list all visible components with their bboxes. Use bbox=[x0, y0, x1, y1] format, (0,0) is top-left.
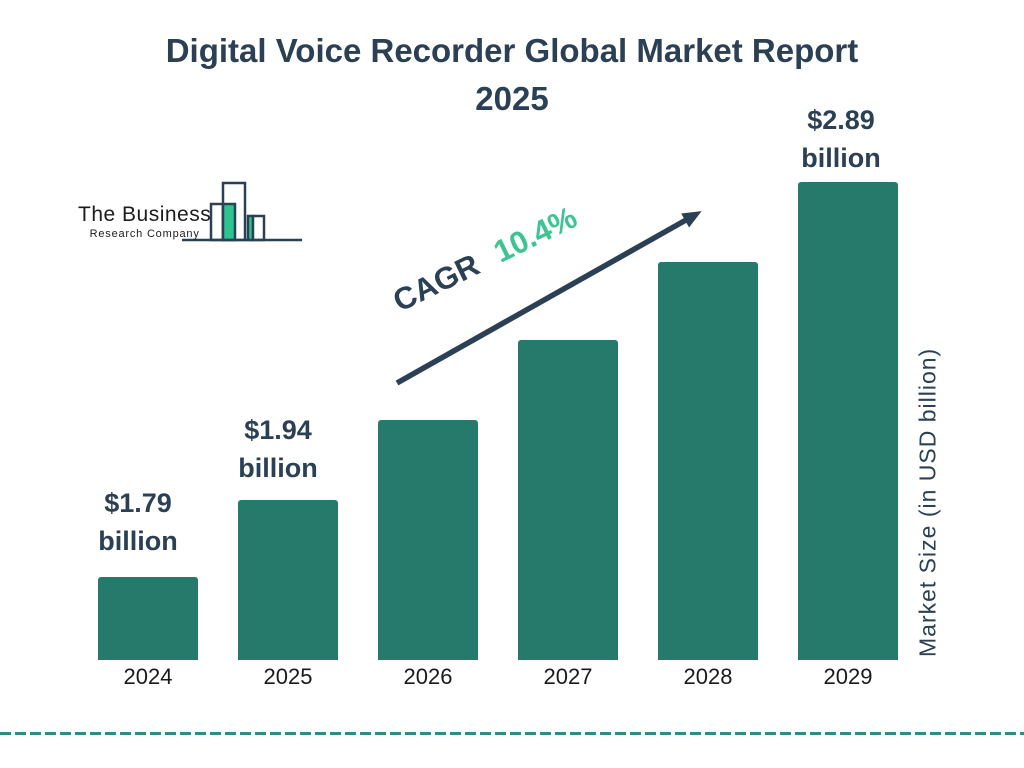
y-axis-label: Market Size (in USD billion) bbox=[914, 347, 941, 658]
value-2025-amount: $1.94 bbox=[244, 415, 312, 445]
bar-2029 bbox=[798, 182, 898, 660]
bar-2025 bbox=[238, 500, 338, 660]
bar-2028 bbox=[658, 262, 758, 660]
value-2029-unit: billion bbox=[801, 143, 881, 173]
x-tick-2029: 2029 bbox=[823, 664, 873, 689]
chart-title-line1: Digital Voice Recorder Global Market Rep… bbox=[165, 32, 859, 69]
value-2024-unit: billion bbox=[98, 526, 178, 556]
bar-group-2027: 2027 bbox=[518, 0, 618, 768]
bar-2027 bbox=[518, 340, 618, 660]
chart-title-line2: 2025 bbox=[475, 80, 549, 117]
bar-2024 bbox=[98, 577, 198, 660]
company-subname: Research Company bbox=[89, 228, 200, 240]
logo-bar-chart-icon bbox=[182, 178, 303, 242]
value-label-2024: $1.79 billion bbox=[63, 484, 213, 560]
bottom-dashed-divider bbox=[0, 732, 1024, 735]
x-tick-2028: 2028 bbox=[683, 664, 733, 689]
bar-2026 bbox=[378, 420, 478, 660]
value-2025-unit: billion bbox=[238, 453, 318, 483]
company-name: The Business bbox=[78, 203, 212, 226]
company-logo-text: The Business Research Company bbox=[78, 203, 211, 242]
bar-group-2025: 2025 bbox=[238, 0, 338, 768]
x-tick-2026: 2026 bbox=[403, 664, 453, 689]
x-tick-2024: 2024 bbox=[123, 664, 173, 689]
chart-title: Digital Voice Recorder Global Market Rep… bbox=[0, 27, 1024, 123]
bar-group-2028: 2028 bbox=[658, 0, 758, 768]
x-tick-2027: 2027 bbox=[543, 664, 593, 689]
bar-group-2024: 2024 bbox=[98, 0, 198, 768]
x-tick-2025: 2025 bbox=[263, 664, 313, 689]
value-2029-amount: $2.89 bbox=[807, 105, 875, 135]
value-label-2025: $1.94 billion bbox=[203, 411, 353, 487]
bar-group-2026: 2026 bbox=[378, 0, 478, 768]
company-logo: The Business Research Company bbox=[78, 178, 303, 242]
bar-group-2029: 2029 bbox=[798, 0, 898, 768]
value-label-2029: $2.89 billion bbox=[766, 101, 916, 177]
value-2024-amount: $1.79 bbox=[104, 488, 172, 518]
